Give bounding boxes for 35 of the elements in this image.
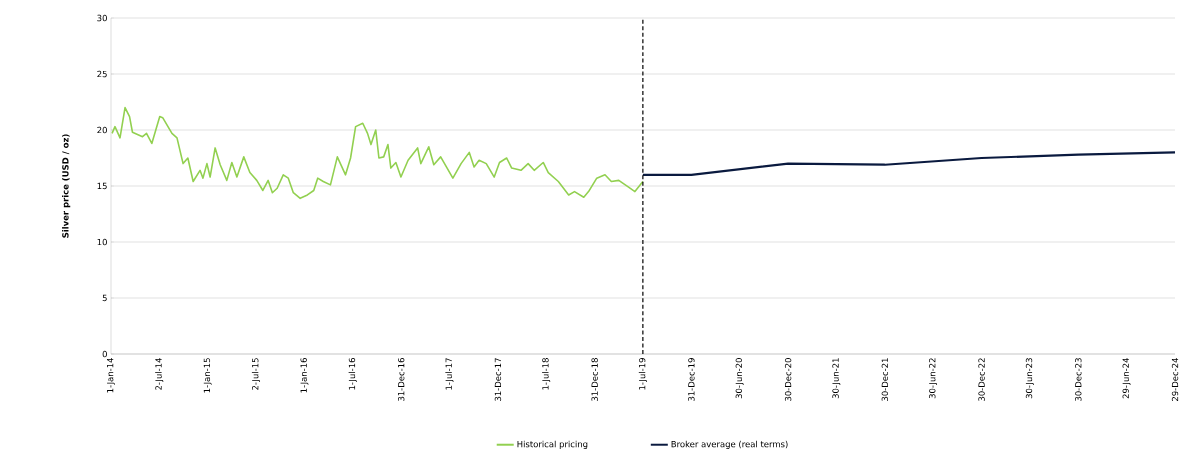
x-tick-label: 30-Dec-23	[1075, 358, 1082, 401]
x-tick-label: 30-Dec-20	[784, 358, 792, 401]
x-tick-label: 1-Jan-14	[107, 358, 115, 393]
x-tick-label: 30-Jun-22	[929, 358, 938, 399]
x-tick-label: 31-Dec-17	[494, 358, 502, 401]
x-tick-label: 30-Jun-21	[832, 358, 841, 399]
y-tick-label: 30	[97, 14, 107, 22]
x-tick-label: 29-Jun-24	[1122, 358, 1131, 399]
x-tick-label: 30-Jun-23	[1025, 358, 1034, 399]
x-tick-label: 1-Jul-16	[348, 358, 357, 390]
y-tick-label: 15	[97, 182, 107, 190]
x-tick-label: 29-Dec-24	[1171, 358, 1179, 401]
x-tick-label: 1-Jul-19	[638, 358, 647, 390]
x-tick-label: 1-Jan-16	[300, 358, 309, 393]
y-tick-label: 10	[97, 238, 107, 246]
y-tick-label: 0	[102, 350, 107, 358]
x-tick-label: 31-Dec-19	[688, 358, 695, 401]
line-series	[111, 106, 644, 200]
y-tick-label: 20	[97, 126, 107, 134]
line-series	[641, 151, 1177, 176]
x-tick-label: 2-Jul-14	[155, 358, 164, 390]
y-tick-label: 25	[97, 70, 107, 78]
x-tick-label: 30-Dec-21	[881, 358, 889, 401]
x-tick-label: 31-Dec-16	[397, 358, 405, 401]
legend-label: Historical pricing	[517, 440, 588, 449]
x-tick-label: 1-Jul-17	[445, 358, 454, 390]
x-tick-label: 31-Dec-18	[591, 358, 598, 401]
x-tick-label: 2-Jul-15	[251, 358, 261, 390]
x-tick-label: 30-Jun-20	[735, 358, 744, 399]
x-tick-label: 1-Jul-18	[542, 358, 551, 390]
legend-label: Broker average (real terms)	[671, 440, 788, 449]
x-tick-label: 30-Dec-22	[978, 358, 985, 401]
y-axis-title: Silver price (USD / oz)	[62, 134, 71, 238]
x-tick-label: 1-Jan-15	[203, 358, 212, 393]
y-tick-label: 5	[102, 294, 107, 302]
